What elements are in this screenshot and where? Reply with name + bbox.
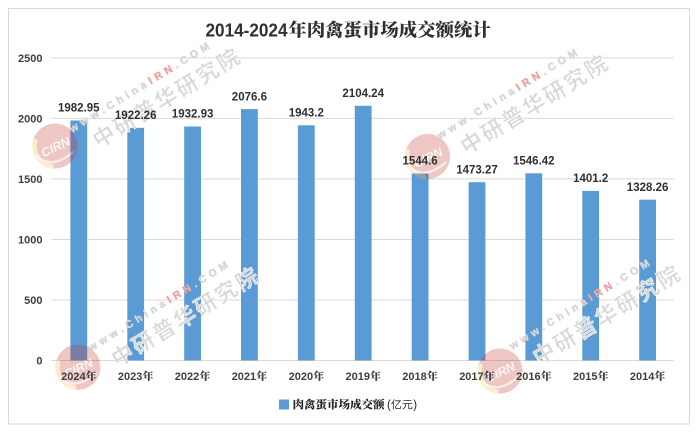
svg-text:1982.95: 1982.95 [58, 103, 100, 115]
svg-text:2000: 2000 [18, 113, 42, 125]
svg-text:1401.2: 1401.2 [573, 173, 608, 185]
svg-text:2024: 2024 [61, 371, 86, 383]
svg-text:0: 0 [36, 356, 42, 368]
svg-text:1500: 1500 [18, 174, 42, 186]
svg-text:1473.27: 1473.27 [456, 164, 498, 176]
svg-text:2014: 2014 [630, 371, 655, 383]
svg-text:): ) [413, 400, 417, 412]
svg-text:2076.6: 2076.6 [232, 91, 267, 103]
svg-text:2022: 2022 [175, 371, 199, 383]
svg-text:2021: 2021 [232, 371, 256, 383]
svg-text:1328.26: 1328.26 [627, 182, 669, 194]
svg-text:1922.26: 1922.26 [115, 110, 157, 122]
svg-text:2016: 2016 [516, 371, 540, 383]
svg-text:1932.93: 1932.93 [172, 109, 214, 121]
svg-text:(: ( [387, 400, 391, 412]
svg-text:2017: 2017 [459, 371, 483, 383]
svg-text:500: 500 [24, 295, 42, 307]
svg-text:2104.24: 2104.24 [342, 88, 384, 100]
svg-text:2023: 2023 [118, 371, 142, 383]
svg-text:1546.42: 1546.42 [513, 156, 555, 168]
svg-text:2014-2024: 2014-2024 [206, 19, 289, 40]
svg-text:2020: 2020 [289, 371, 313, 383]
svg-text:1544.6: 1544.6 [403, 156, 438, 168]
svg-text:2019: 2019 [346, 371, 370, 383]
svg-text:2018: 2018 [402, 371, 426, 383]
svg-text:1000: 1000 [18, 235, 42, 247]
svg-text:2500: 2500 [18, 53, 42, 65]
svg-text:2015: 2015 [573, 371, 597, 383]
svg-text:1943.2: 1943.2 [289, 108, 324, 120]
